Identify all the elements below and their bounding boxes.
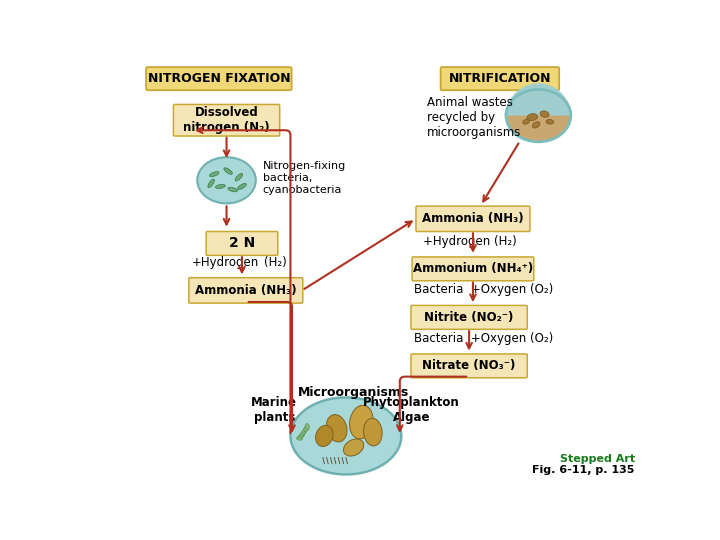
Text: Ammonia (NH₃): Ammonia (NH₃): [195, 284, 297, 297]
Ellipse shape: [235, 173, 243, 181]
FancyBboxPatch shape: [189, 278, 303, 303]
Text: Bacteria  +Oxygen (O₂): Bacteria +Oxygen (O₂): [414, 332, 553, 345]
Text: Ammonium (NH₄⁺): Ammonium (NH₄⁺): [413, 262, 533, 275]
FancyBboxPatch shape: [416, 206, 530, 232]
Ellipse shape: [540, 111, 549, 117]
Ellipse shape: [215, 184, 225, 188]
Ellipse shape: [546, 119, 554, 124]
Ellipse shape: [364, 418, 382, 446]
Ellipse shape: [297, 436, 303, 440]
FancyBboxPatch shape: [412, 257, 534, 281]
Text: Fig. 6-11, p. 135: Fig. 6-11, p. 135: [532, 465, 634, 475]
FancyBboxPatch shape: [411, 306, 527, 329]
Text: +Hydrogen: +Hydrogen: [192, 256, 259, 269]
Text: (H₂): (H₂): [264, 256, 287, 269]
Ellipse shape: [527, 113, 538, 121]
Text: Dissolved
nitrogen (N₂): Dissolved nitrogen (N₂): [183, 106, 270, 134]
Text: Animal wastes
recycled by
microorganisms: Animal wastes recycled by microorganisms: [427, 97, 521, 139]
Ellipse shape: [506, 90, 571, 142]
Text: Ammonia (NH₃): Ammonia (NH₃): [422, 212, 523, 225]
Text: Nitrogen-fixing
bacteria,
cyanobacteria: Nitrogen-fixing bacteria, cyanobacteria: [263, 161, 346, 194]
Text: +Hydrogen (H₂): +Hydrogen (H₂): [423, 235, 517, 248]
Text: Microorganisms: Microorganisms: [298, 386, 409, 399]
Ellipse shape: [302, 428, 307, 434]
Ellipse shape: [304, 426, 308, 432]
Ellipse shape: [300, 431, 305, 436]
Text: Nitrate (NO₃⁻): Nitrate (NO₃⁻): [423, 360, 516, 373]
Text: NITROGEN FIXATION: NITROGEN FIXATION: [148, 72, 290, 85]
FancyBboxPatch shape: [146, 67, 292, 90]
Ellipse shape: [228, 187, 238, 192]
Text: 2 N: 2 N: [229, 237, 255, 251]
FancyBboxPatch shape: [206, 232, 278, 255]
Text: Nitrite (NO₂⁻): Nitrite (NO₂⁻): [424, 311, 514, 324]
Text: Stepped Art: Stepped Art: [559, 454, 634, 464]
Text: Bacteria  +Oxygen (O₂): Bacteria +Oxygen (O₂): [414, 283, 553, 296]
Ellipse shape: [326, 415, 347, 442]
Ellipse shape: [197, 157, 256, 204]
Ellipse shape: [210, 172, 219, 177]
FancyBboxPatch shape: [174, 104, 279, 136]
Text: Marine
plants: Marine plants: [251, 396, 297, 424]
Ellipse shape: [523, 119, 529, 124]
FancyBboxPatch shape: [411, 354, 527, 378]
Text: NITRIFICATION: NITRIFICATION: [449, 72, 551, 85]
Ellipse shape: [290, 397, 401, 475]
Wedge shape: [506, 83, 571, 116]
Ellipse shape: [315, 426, 333, 447]
Ellipse shape: [343, 439, 364, 456]
FancyBboxPatch shape: [441, 67, 559, 90]
Ellipse shape: [224, 168, 233, 174]
Ellipse shape: [298, 434, 305, 438]
Ellipse shape: [305, 424, 310, 430]
Ellipse shape: [208, 179, 215, 187]
Ellipse shape: [532, 122, 540, 128]
Text: Phytoplankton
Algae: Phytoplankton Algae: [363, 396, 460, 424]
Ellipse shape: [349, 406, 373, 439]
Ellipse shape: [238, 184, 246, 190]
